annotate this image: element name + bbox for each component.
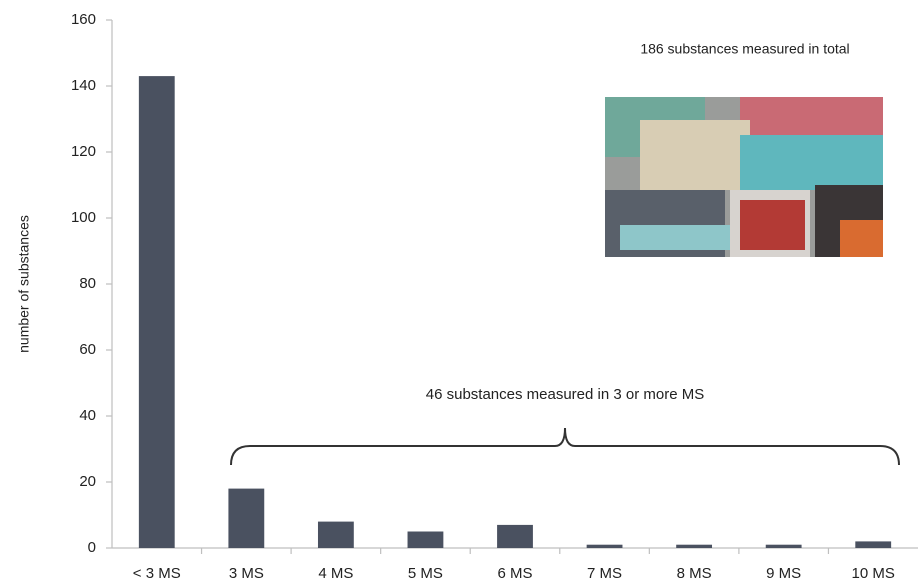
pills-photo: [605, 97, 883, 257]
x-tick-label: 5 MS: [408, 565, 443, 582]
bracket-annotation: 46 substances measured in 3 or more MS: [426, 386, 704, 403]
chart: number of substances 186 substances meas…: [0, 0, 920, 584]
x-tick-label: 4 MS: [318, 565, 353, 582]
bar: [139, 76, 175, 548]
y-tick-label: 120: [71, 143, 96, 160]
x-tick-label: 6 MS: [497, 565, 532, 582]
x-tick-label: 7 MS: [587, 565, 622, 582]
bar: [408, 532, 444, 549]
y-tick-label: 0: [88, 539, 96, 556]
total-annotation: 186 substances measured in total: [640, 41, 849, 57]
bar: [676, 545, 712, 548]
bar: [318, 522, 354, 548]
y-tick-label: 20: [79, 473, 96, 490]
y-tick-label: 60: [79, 341, 96, 358]
bar: [855, 541, 891, 548]
y-tick-label: 160: [71, 11, 96, 28]
bar: [497, 525, 533, 548]
bar: [766, 545, 802, 548]
x-tick-label: 3 MS: [229, 565, 264, 582]
y-tick-label: 140: [71, 77, 96, 94]
y-tick-label: 100: [71, 209, 96, 226]
x-tick-label: 9 MS: [766, 565, 801, 582]
bar: [228, 489, 264, 548]
x-tick-label: 8 MS: [677, 565, 712, 582]
x-tick-label: 10 MS: [852, 565, 895, 582]
y-tick-label: 40: [79, 407, 96, 424]
y-tick-label: 80: [79, 275, 96, 292]
x-tick-label: < 3 MS: [133, 565, 181, 582]
y-axis-label: number of substances: [16, 215, 32, 353]
bar: [587, 545, 623, 548]
bracket: [231, 428, 899, 465]
